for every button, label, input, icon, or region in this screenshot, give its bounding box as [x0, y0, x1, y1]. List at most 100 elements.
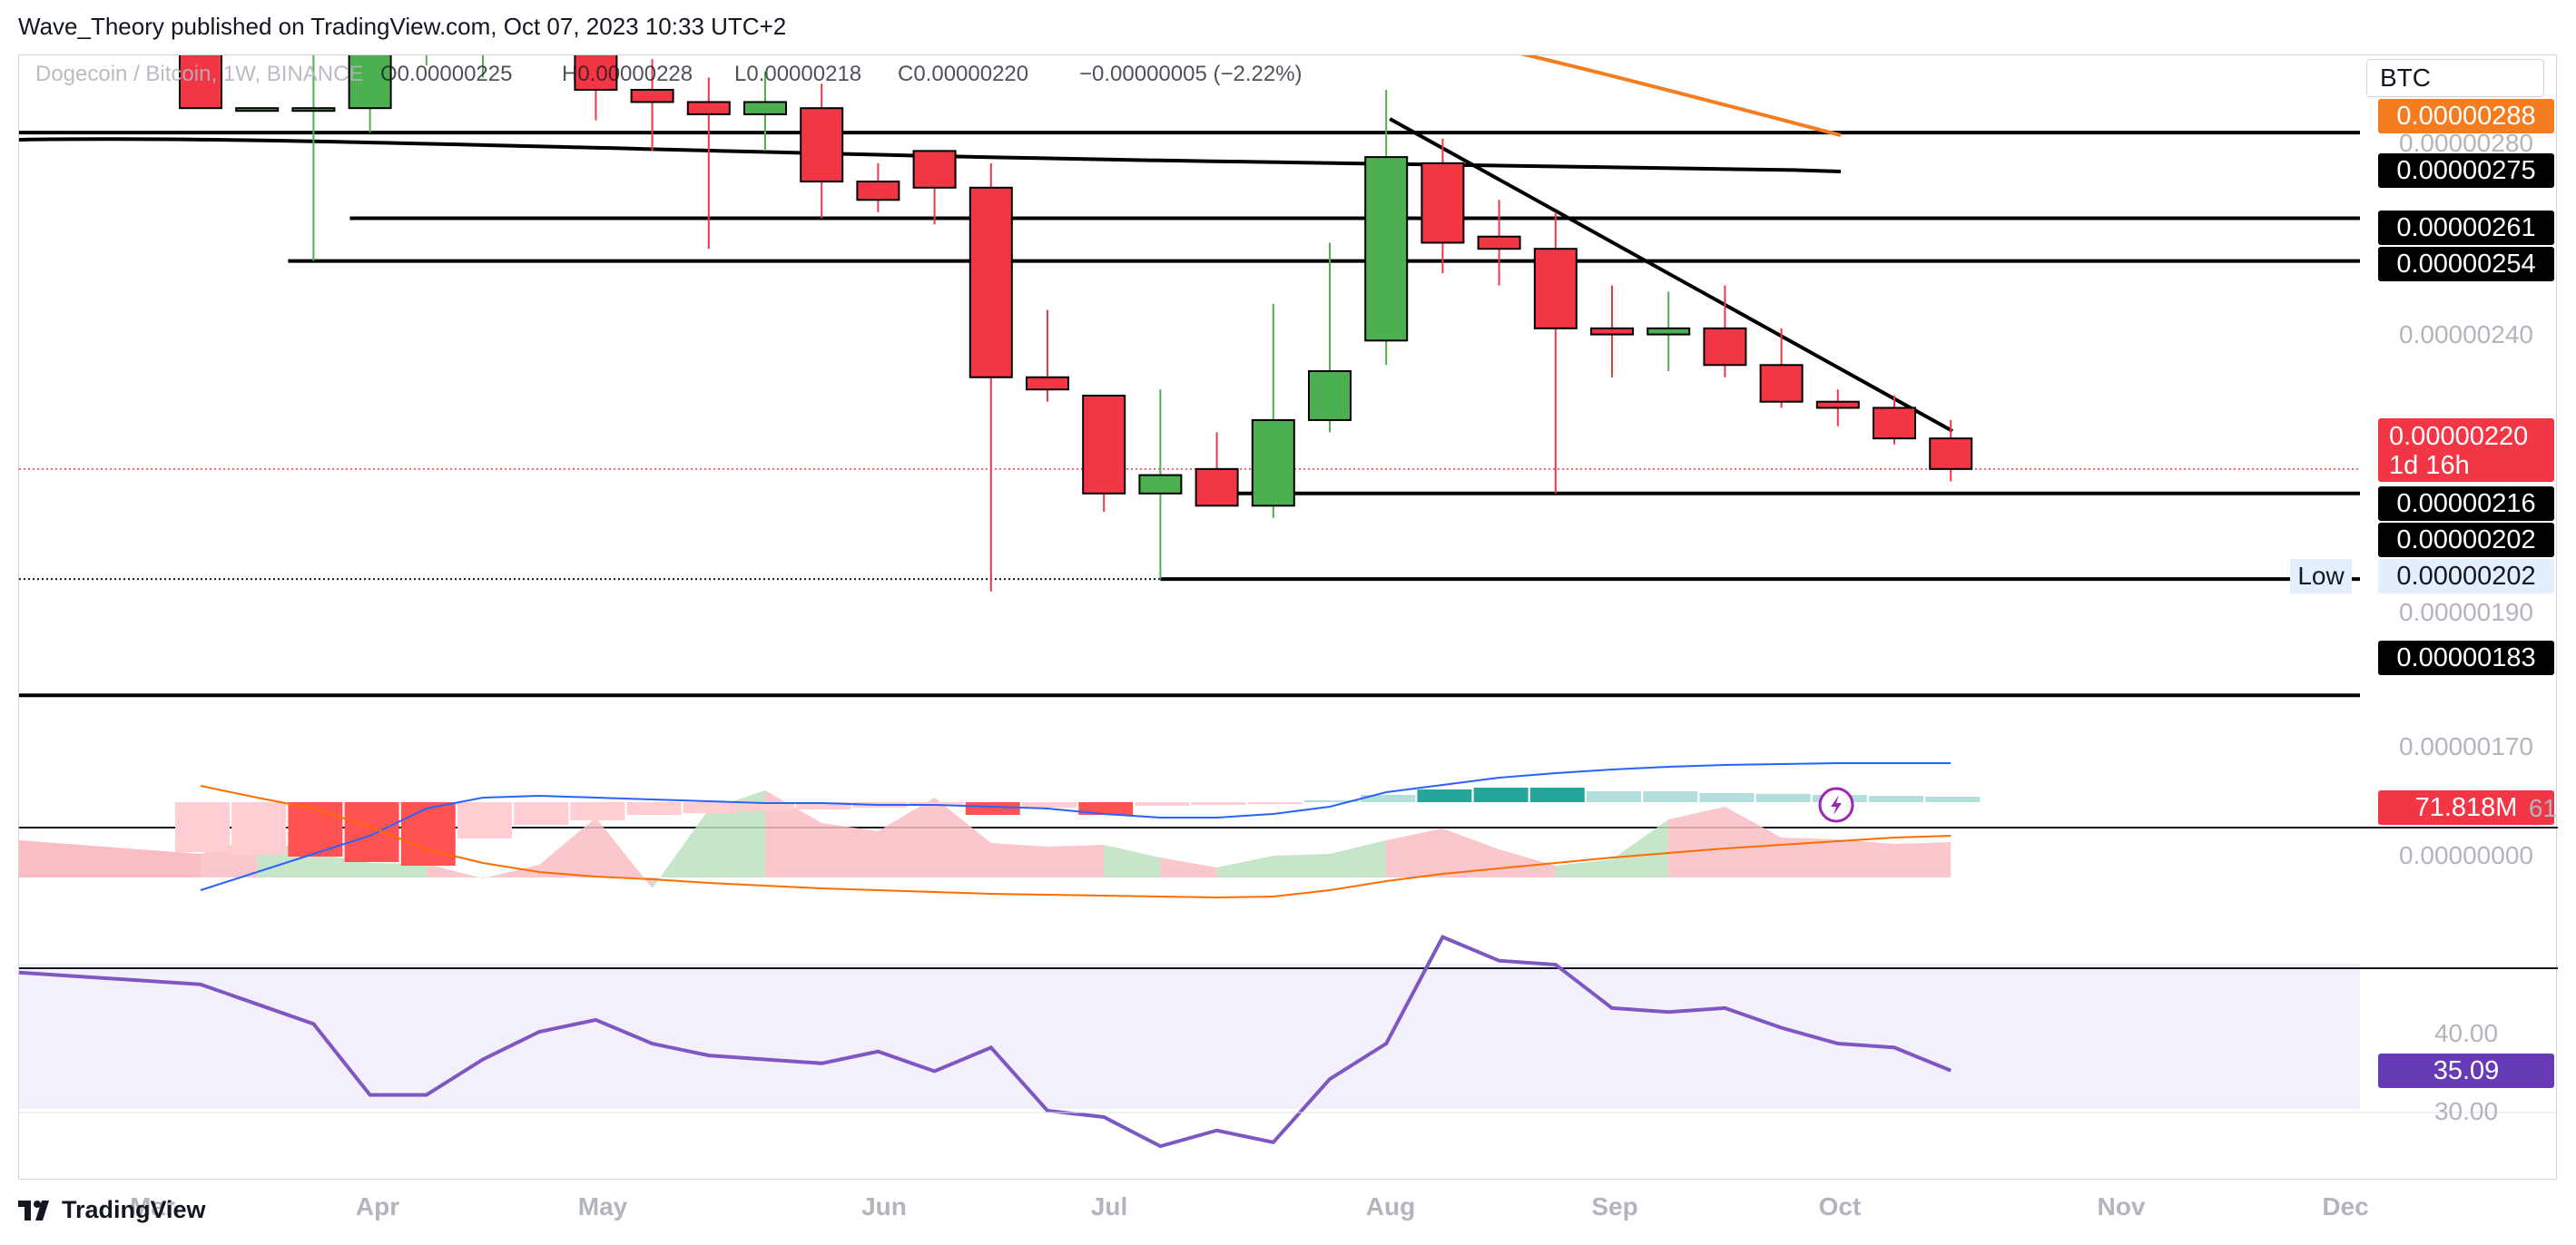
- price-label-202: 0.00000202: [2378, 523, 2554, 557]
- candle-body: [743, 101, 787, 115]
- macd-histogram-bar: [1078, 802, 1134, 815]
- macd-histogram-bar: [570, 802, 625, 820]
- candle-body: [291, 107, 336, 113]
- candle-body: [1929, 437, 1973, 470]
- chart-svg[interactable]: Dogecoin / Bitcoin, 1W, BINANCE O0.000002…: [19, 55, 2558, 1181]
- candle-countdown: 1d 16h: [2389, 451, 2470, 480]
- month-label-mar: Mar: [130, 1192, 175, 1220]
- moving-average-orange: [1519, 55, 1842, 137]
- candle-body: [800, 107, 844, 183]
- macd-histogram-bar: [175, 802, 230, 852]
- volume-area-segment: [1499, 849, 1556, 877]
- candle-body: [1082, 394, 1126, 495]
- candle-body: [1364, 156, 1409, 342]
- volume-area-segment: [1330, 840, 1387, 877]
- volume-area-segment: [1047, 845, 1105, 877]
- rsi-tick-30: 30.00: [2433, 1097, 2499, 1125]
- price-tick-280: 0.00000280: [2399, 129, 2533, 157]
- macd-histogram-bar: [796, 802, 851, 809]
- month-label-jul: Jul: [1090, 1192, 1128, 1220]
- candle-body: [1195, 467, 1239, 507]
- macd-histogram-bar: [344, 802, 399, 862]
- volume-area-segment: [878, 798, 935, 877]
- macd-histogram-bar: [1529, 788, 1585, 802]
- moving-average-black: [19, 137, 1842, 173]
- descending-trendline: [1389, 117, 1953, 433]
- price-label-216: 0.00000216: [2378, 486, 2554, 521]
- candle-body: [968, 186, 1013, 378]
- macd-histogram-bar: [1304, 800, 1359, 802]
- candle-body: [1590, 327, 1634, 336]
- price-tick-170: 0.00000170: [2399, 732, 2533, 760]
- rsi-band: [19, 964, 2360, 1109]
- macd-histogram-bar: [626, 802, 682, 815]
- macd-histogram-bar: [1755, 794, 1811, 802]
- rsi-line: [19, 935, 1952, 1149]
- macd-histogram-bar: [1191, 802, 1246, 805]
- candle-body: [1647, 327, 1691, 336]
- candle-body: [686, 101, 731, 115]
- legend-item-1: O0.00000225: [380, 62, 512, 86]
- price-tick-240: 0.00000240: [2399, 320, 2533, 348]
- macd-histogram-bar: [909, 802, 964, 806]
- candle-body: [630, 88, 674, 103]
- volume-area-segment: [1668, 807, 1726, 877]
- macd-line: [200, 762, 1952, 891]
- month-label-jun: Jun: [861, 1192, 907, 1220]
- legend-item-3: L0.00000218: [734, 62, 861, 86]
- legend-item-0: Dogecoin / Bitcoin, 1W, BINANCE: [35, 62, 363, 86]
- macd-histogram-bar: [1925, 797, 1981, 802]
- macd-histogram-bar: [457, 802, 512, 838]
- candle-body: [1759, 364, 1804, 403]
- macd-histogram-bar: [1699, 793, 1755, 802]
- volume-area-segment: [369, 863, 427, 877]
- tradingview-brand-text: TradingView: [62, 1196, 206, 1223]
- current-price-value: 0.00000220: [2389, 422, 2529, 451]
- month-label-may: May: [577, 1192, 628, 1220]
- candle-body: [856, 181, 900, 201]
- price-label-261: 0.00000261: [2378, 211, 2554, 245]
- volume-area-segment: [539, 818, 596, 877]
- price-label-current: 0.00000220 1d 16h: [2378, 418, 2554, 482]
- price-label-183: 0.00000183: [2378, 641, 2554, 675]
- publisher-header: Wave_Theory published on TradingView.com…: [18, 13, 787, 40]
- candle-body: [912, 150, 957, 189]
- rsi-tick-40: 40.00: [2433, 1019, 2499, 1047]
- volume-area-segment: [652, 809, 709, 888]
- month-label-nov: Nov: [2097, 1192, 2146, 1220]
- chart-frame[interactable]: Dogecoin / Bitcoin, 1W, BINANCE O0.000002…: [18, 54, 2558, 1220]
- low-tag: Low: [2290, 559, 2352, 593]
- candle-body: [574, 55, 618, 91]
- tradingview-logo-icon: [18, 1200, 49, 1220]
- macd-histogram-bar: [1473, 788, 1529, 802]
- candle-body: [1138, 474, 1183, 495]
- macd-histogram-bar: [1587, 791, 1641, 802]
- volume-area-segment: [821, 823, 879, 877]
- price-tick-190: 0.00000190: [2399, 598, 2533, 626]
- price-label-low: 0.00000202: [2378, 559, 2554, 593]
- volume-area-segment: [1555, 859, 1612, 877]
- macd-signal-line: [200, 785, 1952, 899]
- macd-histogram-bar: [683, 802, 738, 813]
- month-label-apr: Apr: [355, 1192, 400, 1220]
- volume-area-segment: [1216, 856, 1273, 877]
- volume-area-segment: [595, 818, 653, 888]
- tradingview-logo[interactable]: TradingView: [18, 1196, 206, 1224]
- candle-body: [1815, 400, 1860, 409]
- macd-histogram-bar: [1417, 789, 1472, 802]
- macd-histogram-bar: [1135, 802, 1190, 806]
- volume-area-segment: [313, 853, 370, 877]
- macd-histogram-bar: [231, 802, 287, 855]
- volume-area-segment: [483, 865, 540, 878]
- volume-area-segment: [1273, 854, 1330, 877]
- volume-area-segment: [1612, 819, 1669, 877]
- volume-area-segment: [1837, 839, 1894, 877]
- volume-area-segment: [1104, 845, 1161, 877]
- price-label-orange-ma: 0.00000288: [2378, 99, 2554, 133]
- currency-selector[interactable]: BTC: [2366, 59, 2544, 97]
- candle-body: [1873, 407, 1916, 440]
- volume-ma-label-partial: 61: [2528, 794, 2557, 822]
- month-label-oct: Oct: [1818, 1192, 1862, 1220]
- price-label-254: 0.00000254: [2378, 247, 2554, 281]
- lightning-icon: [1818, 787, 1854, 823]
